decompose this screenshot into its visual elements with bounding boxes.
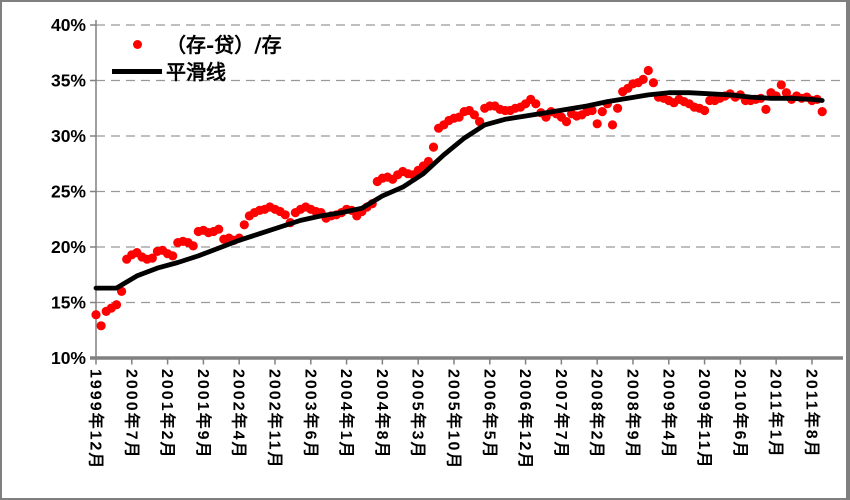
legend-marker-box	[112, 69, 162, 74]
x-axis-tick-label: 2011年8月	[802, 369, 821, 459]
x-axis-tick-label: 2001年2月	[158, 369, 177, 460]
scatter-point	[280, 210, 290, 220]
x-axis-tick-label: 2006年5月	[480, 369, 499, 460]
y-axis-tick-label: 20%	[51, 237, 86, 257]
scatter-point	[648, 78, 659, 88]
x-axis-tick-label: 2010年6月	[731, 369, 750, 460]
scatter-point	[781, 88, 792, 98]
x-axis-tick-label: 2008年2月	[588, 369, 607, 460]
scatter-point	[91, 310, 101, 320]
x-axis-tick-label: 2004年8月	[373, 369, 392, 460]
x-axis-tick-label: 2003年6月	[301, 369, 320, 460]
legend-label-line: 平滑线	[166, 59, 226, 84]
scatter-point	[700, 105, 710, 116]
y-axis-tick-label: 25%	[51, 182, 86, 202]
scatter-point	[111, 300, 122, 310]
legend-row-line: 平滑线	[112, 58, 282, 85]
scatter-point	[592, 119, 602, 129]
scatter-point	[96, 321, 106, 331]
smooth-line-icon	[112, 69, 162, 74]
smooth-line	[93, 90, 825, 291]
scatter-point	[469, 110, 479, 120]
scatter-dot-icon	[132, 40, 142, 49]
scatter-point	[817, 107, 827, 117]
x-axis-tick-label: 2002年11月	[265, 369, 284, 470]
legend: （存-贷）/存 平滑线	[112, 31, 282, 85]
y-axis-tick-label: 35%	[51, 71, 86, 91]
x-axis-tick-label: 2006年12月	[516, 369, 535, 470]
x-axis-tick-label: 2001年9月	[194, 369, 213, 460]
x-axis-tick-label: 2008年9月	[623, 369, 642, 460]
scatter-point	[643, 65, 653, 76]
x-axis-tick-label: 2005年3月	[409, 369, 428, 460]
scatter-point	[531, 99, 541, 109]
scatter-point	[239, 220, 249, 230]
scatter-point	[761, 104, 771, 114]
scatter-point	[587, 105, 597, 116]
legend-row-scatter: （存-贷）/存	[112, 31, 282, 58]
x-axis-tick-label: 2000年7月	[122, 369, 141, 460]
scatter-point	[428, 142, 439, 152]
scatter-point	[607, 120, 618, 130]
legend-label-scatter: （存-贷）/存	[166, 32, 282, 57]
x-axis-tick-label: 2009年4月	[659, 369, 678, 460]
x-axis-tick-label: 2004年1月	[337, 369, 356, 460]
x-axis-tick-label: 2007年7月	[552, 369, 571, 460]
scatter-point	[613, 103, 623, 113]
scatter-point	[597, 107, 607, 117]
x-axis-tick-label: 2005年10月	[444, 369, 463, 470]
x-axis-tick-label: 1999年12月	[87, 369, 106, 470]
scatter-point	[776, 80, 786, 90]
y-axis-tick-label: 15%	[51, 293, 86, 313]
legend-marker-box	[112, 40, 162, 49]
scatter-point	[638, 74, 648, 84]
y-axis-tick-label: 10%	[51, 348, 86, 368]
x-axis-tick-label: 2011年1月	[767, 369, 786, 459]
scatter-point	[168, 251, 178, 261]
y-axis-tick-label: 40%	[51, 15, 86, 35]
scatter-point	[188, 241, 198, 251]
x-axis-tick-label: 2009年11月	[695, 369, 714, 470]
y-axis-tick-label: 30%	[51, 126, 86, 146]
x-axis-tick-label: 2002年4月	[230, 369, 249, 460]
scatter-point	[561, 117, 572, 127]
scatter-point	[147, 253, 157, 263]
scatter-point	[214, 224, 224, 234]
